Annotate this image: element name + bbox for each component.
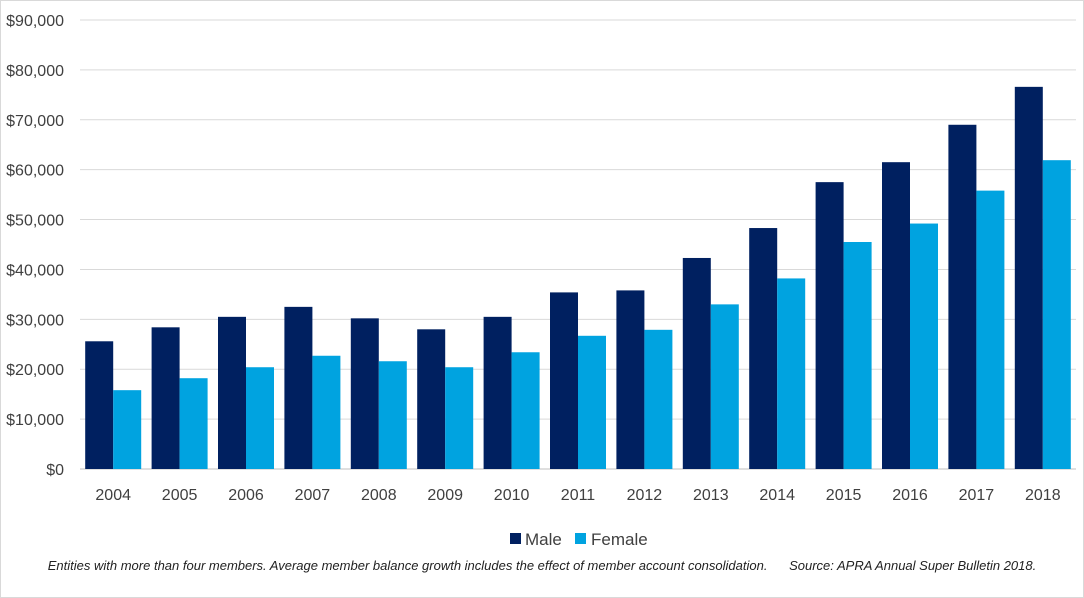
legend-swatch-male (510, 533, 521, 544)
bar-male (284, 306, 313, 469)
bar-male (151, 327, 180, 469)
bar-male (218, 316, 246, 469)
footnote-source: Source: APRA Annual Super Bulletin 2018. (789, 558, 1037, 573)
bar-male (882, 162, 910, 469)
x-tick-label: 2017 (959, 487, 995, 504)
bar-female (843, 242, 872, 469)
x-tick-label: 2015 (826, 487, 862, 504)
legend-label-female: Female (591, 530, 648, 549)
bar-female (644, 329, 673, 469)
x-tick-label: 2006 (228, 487, 264, 504)
y-tick-label: $50,000 (6, 213, 64, 230)
bar-male (483, 316, 512, 469)
x-tick-label: 2016 (892, 487, 928, 504)
bar-chart: $0 $10,000 $20,000 $30,000 $40,000 $50,000 $60… (6, 13, 1076, 549)
bar-male (550, 292, 578, 469)
legend-label-male: Male (525, 530, 562, 549)
bar-female (511, 352, 540, 469)
bar-male (682, 257, 711, 469)
footnote: Entities with more than four members. Av… (0, 558, 1084, 573)
x-tick-label: 2012 (627, 487, 663, 504)
y-tick-label: $60,000 (6, 163, 64, 180)
bar-male (350, 318, 379, 469)
x-tick-label: 2014 (759, 487, 795, 504)
x-tick-label: 2007 (295, 487, 331, 504)
x-tick-label: 2013 (693, 487, 729, 504)
y-tick-label: $10,000 (6, 412, 64, 429)
bar-female (1042, 160, 1071, 469)
y-axis: $0 $10,000 $20,000 $30,000 $40,000 $50,000 $60… (6, 13, 64, 479)
bar-female (710, 304, 739, 469)
x-tick-label: 2009 (427, 487, 463, 504)
x-axis: 2004 2005 2006 2007 2008 2009 2010 2011 2012 2013… (95, 487, 1060, 504)
x-tick-label: 2008 (361, 487, 397, 504)
y-tick-label: $30,000 (6, 312, 64, 329)
x-tick-label: 2018 (1025, 487, 1061, 504)
bar-female (910, 223, 938, 469)
bar-male (948, 124, 977, 470)
bar-female (113, 390, 142, 469)
bar-female (378, 361, 407, 469)
y-tick-label: $0 (46, 462, 64, 479)
bar-male (85, 341, 114, 469)
legend: Male Female (510, 530, 648, 549)
bar-female (976, 190, 1005, 469)
x-tick-label: 2004 (95, 487, 131, 504)
y-tick-label: $40,000 (6, 262, 64, 279)
footnote-note: Entities with more than four members. Av… (47, 558, 768, 573)
bar-female (445, 367, 474, 469)
bar-male (1014, 86, 1043, 470)
bars (85, 86, 1071, 470)
y-tick-label: $20,000 (6, 362, 64, 379)
bar-female (578, 335, 606, 469)
x-tick-label: 2010 (494, 487, 530, 504)
y-tick-label: $80,000 (6, 63, 64, 80)
x-tick-label: 2005 (162, 487, 198, 504)
bar-male (616, 290, 645, 469)
bar-female (246, 367, 274, 469)
bar-male (749, 228, 778, 469)
bar-female (179, 378, 208, 469)
bar-female (312, 355, 341, 469)
y-tick-label: $90,000 (6, 13, 64, 30)
bar-male (815, 182, 844, 469)
legend-swatch-female (575, 533, 586, 544)
bar-male (417, 329, 446, 469)
x-tick-label: 2011 (561, 487, 596, 504)
bar-female (777, 278, 806, 469)
y-tick-label: $70,000 (6, 113, 64, 130)
